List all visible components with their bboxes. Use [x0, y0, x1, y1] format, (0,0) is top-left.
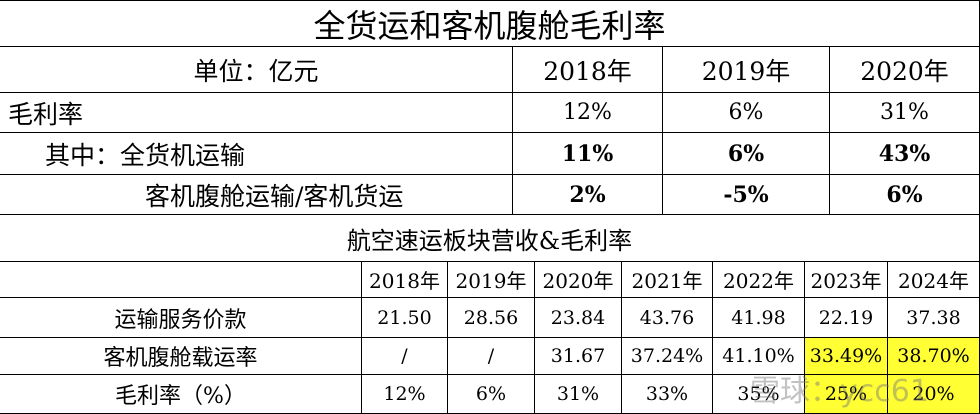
value-cell: 31% [535, 375, 622, 414]
value-cell: 28.56 [448, 298, 535, 338]
row-label: 毛利率（%） [0, 375, 362, 414]
header-cell: 2018年 [362, 262, 448, 298]
value-cell: 6% [448, 375, 535, 414]
value-cell: / [362, 338, 448, 375]
value-cell: 43% [830, 133, 980, 175]
value-cell: 33% [622, 375, 713, 414]
header-cell: 2018年 [513, 47, 663, 93]
watermark: 雪球：ycc61 [750, 374, 929, 409]
row-label: 其中：全货机运输 [0, 133, 513, 175]
value-cell: 31.67 [535, 338, 622, 375]
value-cell: 22.19 [805, 298, 888, 338]
header-cell: 2022年 [713, 262, 805, 298]
header-cell: 单位：亿元 [0, 47, 513, 93]
header-cell: 2019年 [663, 47, 830, 93]
value-cell: 43.76 [622, 298, 713, 338]
value-cell: 25% [805, 375, 888, 414]
value-cell: 23.84 [535, 298, 622, 338]
value-cell: 21.50 [362, 298, 448, 338]
value-cell: 12% [362, 375, 448, 414]
header-cell [0, 262, 362, 298]
header-cell: 2023年 [805, 262, 888, 298]
value-cell: 37.24% [622, 338, 713, 375]
value-cell: 6% [830, 175, 980, 215]
row-label: 客机腹舱载运率 [0, 338, 362, 375]
value-cell: 20% [888, 375, 980, 414]
table-title: 全货运和客机腹舱毛利率 [0, 0, 980, 47]
value-cell: 12% [513, 93, 663, 133]
value-cell: / [448, 338, 535, 375]
value-cell: 31% [830, 93, 980, 133]
header-cell: 2019年 [448, 262, 535, 298]
value-cell: 38.70% [888, 338, 980, 375]
value-cell: 6% [663, 93, 830, 133]
header-cell: 2020年 [535, 262, 622, 298]
value-cell: 33.49% [805, 338, 888, 375]
table-title: 航空速运板块营收&毛利率 [0, 215, 980, 262]
value-cell: 11% [513, 133, 663, 175]
header-cell: 2024年 [888, 262, 980, 298]
value-cell: 37.38 [888, 298, 980, 338]
header-cell: 2020年 [830, 47, 980, 93]
value-cell: -5% [663, 175, 830, 215]
value-cell: 6% [663, 133, 830, 175]
row-label: 运输服务价款 [0, 298, 362, 338]
row-label: 客机腹舱运输/客机货运 [0, 175, 513, 215]
header-cell: 2021年 [622, 262, 713, 298]
value-cell: 41.10% [713, 338, 805, 375]
value-cell: 41.98 [713, 298, 805, 338]
row-label: 毛利率 [0, 93, 513, 133]
value-cell: 2% [513, 175, 663, 215]
